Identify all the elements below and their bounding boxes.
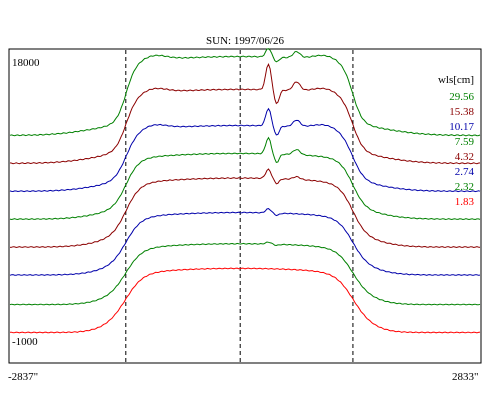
legend-entry-15.38: 15.38	[449, 106, 474, 118]
series-line-2.32	[9, 241, 481, 306]
legend-entry-2.32: 2.32	[455, 181, 474, 193]
y-top-label: 18000	[12, 57, 40, 69]
series-line-1.83	[10, 267, 481, 334]
series-line-7.59	[9, 136, 481, 221]
legend-entry-4.32: 4.32	[455, 151, 474, 163]
series-line-15.38	[9, 63, 481, 165]
chart-title: SUN: 1997/06/26	[206, 35, 284, 47]
x-right-label: 2833"	[452, 371, 479, 383]
series-line-10.17	[9, 107, 481, 193]
y-bottom-label: -1000	[12, 336, 38, 348]
series-line-2.74	[9, 208, 481, 276]
legend-entry-1.83: 1.83	[455, 196, 475, 208]
legend-entry-10.17: 10.17	[449, 121, 474, 133]
reference-lines	[125, 50, 354, 362]
legend-title: wls[cm]	[438, 74, 474, 86]
legend: 29.56 15.38 10.17 7.59 4.32 2.74 2.32 1.83	[449, 91, 474, 208]
x-left-label: -2837"	[8, 371, 38, 383]
series-line-29.56	[9, 48, 481, 137]
plot-frame	[8, 48, 482, 364]
series-lines	[9, 48, 481, 334]
legend-entry-2.74: 2.74	[455, 166, 475, 178]
legend-entry-29.56: 29.56	[449, 91, 474, 103]
series-line-4.32	[9, 168, 481, 249]
legend-entry-7.59: 7.59	[455, 136, 475, 148]
